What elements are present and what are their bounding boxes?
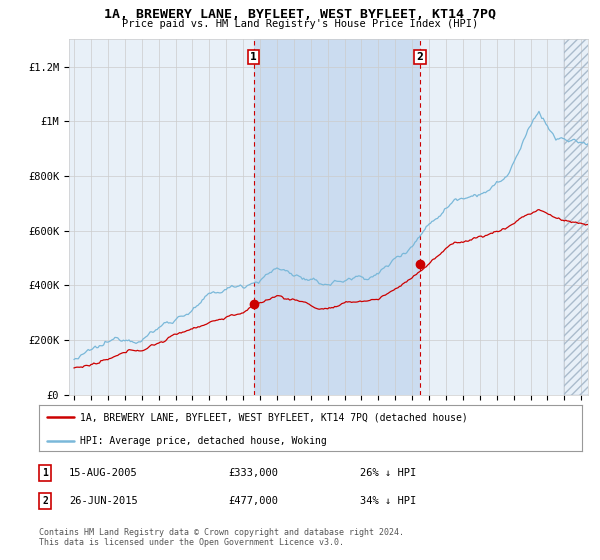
Text: 15-AUG-2005: 15-AUG-2005 — [69, 468, 138, 478]
Text: £477,000: £477,000 — [228, 496, 278, 506]
Text: 2: 2 — [42, 496, 48, 506]
Text: 26-JUN-2015: 26-JUN-2015 — [69, 496, 138, 506]
Text: 34% ↓ HPI: 34% ↓ HPI — [360, 496, 416, 506]
Text: £333,000: £333,000 — [228, 468, 278, 478]
Text: 26% ↓ HPI: 26% ↓ HPI — [360, 468, 416, 478]
Text: 2: 2 — [416, 52, 424, 62]
Text: Contains HM Land Registry data © Crown copyright and database right 2024.
This d: Contains HM Land Registry data © Crown c… — [39, 528, 404, 547]
Text: 1A, BREWERY LANE, BYFLEET, WEST BYFLEET, KT14 7PQ: 1A, BREWERY LANE, BYFLEET, WEST BYFLEET,… — [104, 8, 496, 21]
Text: 1: 1 — [250, 52, 257, 62]
Text: HPI: Average price, detached house, Woking: HPI: Average price, detached house, Woki… — [80, 436, 326, 446]
Text: Price paid vs. HM Land Registry's House Price Index (HPI): Price paid vs. HM Land Registry's House … — [122, 19, 478, 29]
Text: 1: 1 — [42, 468, 48, 478]
Text: 1A, BREWERY LANE, BYFLEET, WEST BYFLEET, KT14 7PQ (detached house): 1A, BREWERY LANE, BYFLEET, WEST BYFLEET,… — [80, 412, 467, 422]
Bar — [254, 39, 420, 395]
